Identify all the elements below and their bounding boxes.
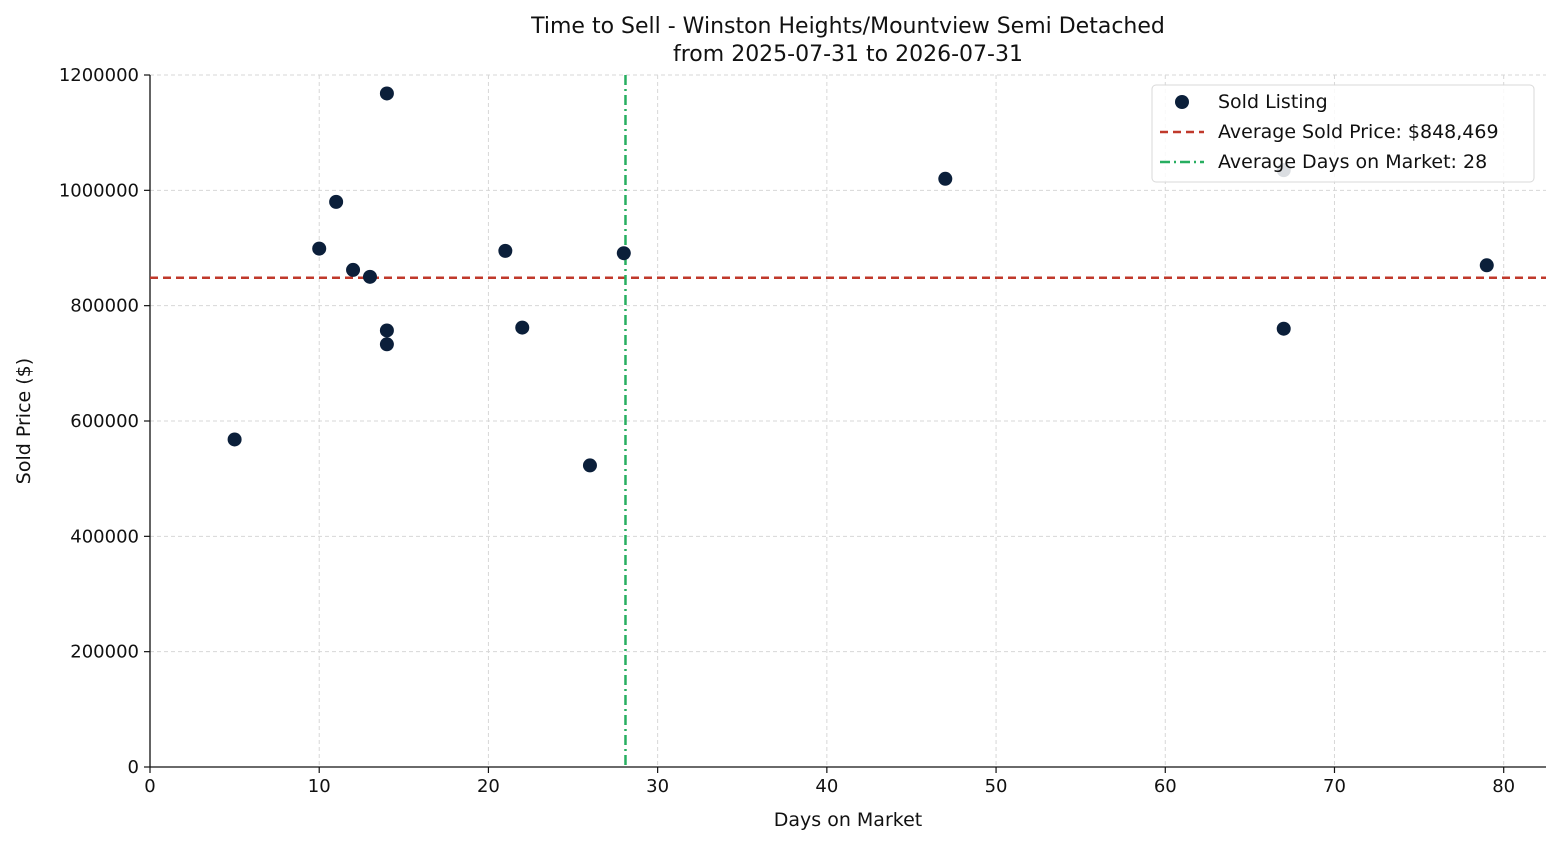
legend-marker-sold-listing [1175, 95, 1189, 109]
sold-listing-point [227, 432, 242, 447]
sold-listing-point [498, 243, 513, 258]
grid-layer [149, 74, 1546, 768]
points-layer [227, 86, 1494, 473]
x-tick-label: 0 [144, 776, 155, 797]
x-tick-label: 30 [646, 776, 669, 797]
sold-listing-point [362, 269, 377, 284]
chart-subtitle: from 2025-07-31 to 2026-07-31 [673, 42, 1023, 67]
y-axis-label: Sold Price ($) [13, 358, 35, 484]
legend-label-sold-listing: Sold Listing [1218, 91, 1328, 113]
x-tick-label: 20 [477, 776, 500, 797]
sold-listing-point [379, 323, 394, 338]
y-tick-label: 200000 [70, 642, 139, 663]
x-tick-label: 70 [1323, 776, 1346, 797]
legend-label-average-sold-price: Average Sold Price: $848,469 [1218, 121, 1499, 143]
x-tick-label: 10 [308, 776, 331, 797]
y-tick-label: 800000 [70, 296, 139, 317]
sold-listing-point [938, 171, 953, 186]
sold-listing-point [379, 337, 394, 352]
x-axis-label: Days on Market [774, 809, 922, 831]
legend-box [1151, 84, 1535, 183]
legend: Sold Listing Average Sold Price: $848,46… [1151, 84, 1535, 183]
ticks-layer: 0 10 20 30 40 50 60 70 80 0 200000 400000 600000 8000… [59, 65, 1515, 797]
sold-listing-point [329, 194, 344, 209]
y-tick-label: 400000 [70, 526, 139, 547]
x-tick-label: 60 [1154, 776, 1177, 797]
chart-title: Time to Sell - Winston Heights/Mountview… [530, 14, 1165, 39]
sold-listing-point [1276, 321, 1291, 336]
x-tick-label: 80 [1492, 776, 1515, 797]
x-tick-label: 50 [985, 776, 1008, 797]
y-tick-label: 0 [128, 757, 139, 778]
sold-listing-point [515, 320, 530, 335]
sold-listing-point [312, 241, 327, 256]
sold-listing-point [1479, 258, 1494, 273]
reference-lines-layer [150, 75, 1546, 767]
y-tick-label: 600000 [70, 411, 139, 432]
x-tick-label: 40 [815, 776, 838, 797]
sold-listing-point [379, 86, 394, 101]
y-tick-label: 1200000 [59, 65, 139, 86]
y-tick-label: 1000000 [59, 180, 139, 201]
sold-listing-point [582, 458, 597, 473]
sold-listing-point [346, 262, 361, 277]
legend-label-average-days-on-market: Average Days on Market: 28 [1218, 151, 1487, 173]
sold-listing-point [616, 246, 631, 261]
